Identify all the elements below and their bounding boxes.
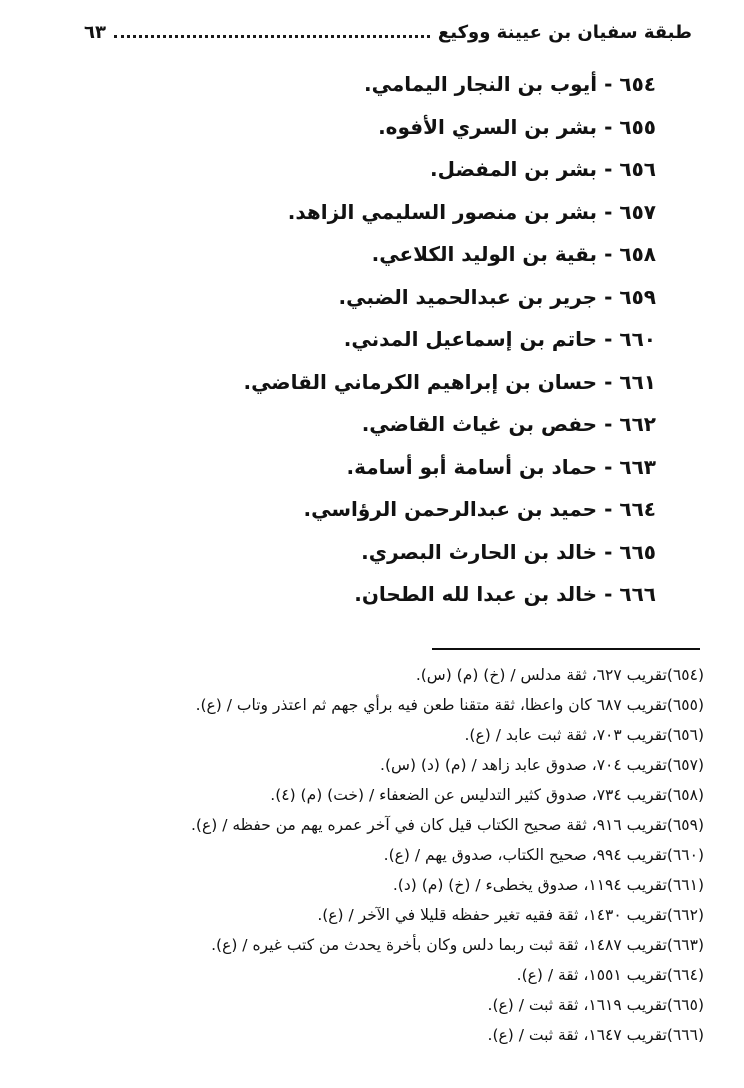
list-item: ٦٦٢-حفص بن غياث القاضي. — [40, 412, 656, 437]
entry-name: حسان بن إبراهيم الكرماني القاضي. — [243, 369, 598, 394]
footnote-line: (٦٥٨)تقريب ٧٣٤، صدوق كثير التدليس عن الض… — [14, 780, 704, 810]
entry-name: حاتم بن إسماعيل المدني. — [343, 327, 598, 351]
entry-number: ٦٥٧ — [619, 199, 656, 224]
footnote-text: تقريب ٦٢٧، ثقة مدلس / (خ) (م) (س). — [415, 666, 667, 684]
entry-dash: - — [604, 157, 613, 181]
footnote-line: (٦٦٣)تقريب ١٤٨٧، ثقة ثبت ربما دلس وكان ب… — [14, 930, 704, 960]
entry-number: ٦٦٤ — [619, 497, 656, 521]
footnote-text: تقريب ١٥٥١، ثقة / (ع). — [516, 966, 667, 984]
list-item: ٦٥٧-بشر بن منصور السليمي الزاهد. — [40, 200, 656, 225]
footnote-line: (٦٦٥)تقريب ١٦١٩، ثقة ثبت / (ع). — [14, 990, 704, 1020]
list-item: ٦٥٨-بقية بن الوليد الكلاعي. — [40, 242, 656, 267]
list-item: ٦٥٥-بشر بن السري الأفوه. — [40, 115, 656, 140]
footnote-ref: (٦٦٦) — [666, 1026, 704, 1044]
footnote-ref: (٦٦٠) — [666, 846, 704, 864]
footnote-text: تقريب ١٦٤٧، ثقة ثبت / (ع). — [487, 1026, 667, 1044]
footnote-ref: (٦٥٥) — [666, 696, 704, 714]
entry-dash: - — [604, 497, 613, 521]
entry-number: ٦٥٦ — [619, 157, 656, 181]
list-item: ٦٦٤-حميد بن عبدالرحمن الرؤاسي. — [40, 497, 656, 522]
footnote-ref: (٦٦٣) — [666, 936, 704, 954]
footnote-line: (٦٦٤)تقريب ١٥٥١، ثقة / (ع). — [14, 960, 704, 990]
footnote-ref: (٦٥٦) — [666, 726, 704, 744]
footnote-ref: (٦٦٤) — [666, 966, 704, 984]
list-item: ٦٦٥-خالد بن الحارث البصري. — [40, 540, 656, 565]
entry-dash: - — [604, 242, 613, 266]
entry-name: بشر بن السري الأفوه. — [378, 114, 598, 139]
footnote-line: (٦٥٥)تقريب ٦٨٧ كان واعظا، ثقة متقنا طعن … — [14, 690, 704, 720]
entry-number: ٦٦٢ — [619, 412, 656, 436]
entry-name: حفص بن غياث القاضي. — [361, 412, 598, 436]
list-item: ٦٥٩-جرير بن عبدالحميد الضبي. — [40, 284, 657, 310]
entry-name: أيوب بن النجار اليمامي. — [364, 72, 598, 96]
entry-dash: - — [604, 582, 613, 606]
list-item: ٦٦٦-خالد بن عبدا لله الطحان. — [40, 582, 656, 607]
footnote-ref: (٦٥٤) — [666, 666, 704, 684]
entry-number: ٦٦٦ — [619, 582, 656, 606]
entry-number: ٦٦٥ — [619, 539, 656, 564]
entry-name: حماد بن أسامة أبو أسامة. — [346, 454, 598, 479]
entry-dash: - — [604, 199, 613, 224]
entry-name: بشر بن منصور السليمي الزاهد. — [287, 199, 598, 224]
entry-name: خالد بن الحارث البصري. — [361, 539, 598, 564]
footnote-text: تقريب ١١٩٤، صدوق يخطىء / (خ) (م) (د). — [392, 876, 667, 894]
footnote-ref: (٦٥٨) — [666, 786, 704, 804]
footnote-text: تقريب ٩١٦، ثقة صحيح الكتاب قيل كان في آخ… — [191, 816, 667, 834]
entry-number: ٦٥٨ — [619, 242, 656, 266]
footnote-line: (٦٦١)تقريب ١١٩٤، صدوق يخطىء / (خ) (م) (د… — [14, 870, 704, 900]
entry-number: ٦٥٥ — [619, 114, 656, 139]
entry-dash: - — [604, 539, 613, 564]
footnote-text: تقريب ١٤٨٧، ثقة ثبت ربما دلس وكان بأخرة … — [211, 936, 667, 954]
page-number: ٦٣ — [84, 22, 106, 43]
footnote-line: (٦٦٢)تقريب ١٤٣٠، ثقة فقيه تغير حفظه قليل… — [14, 900, 704, 930]
footnote-text: تقريب ٧٠٣، ثقة ثبت عابد / (ع). — [464, 726, 667, 744]
footnotes-section: (٦٥٤)تقريب ٦٢٧، ثقة مدلس / (خ) (م) (س). … — [14, 660, 704, 1050]
dotted-leader — [113, 35, 430, 38]
chapter-title: طبقة سفيان بن عيينة ووكيع — [437, 22, 692, 43]
footnote-text: تقريب ٩٩٤، صحيح الكتاب، صدوق يهم / (ع). — [383, 846, 667, 864]
footnote-ref: (٦٦٥) — [666, 996, 704, 1014]
list-item: ٦٦٣-حماد بن أسامة أبو أسامة. — [40, 455, 656, 480]
entry-number: ٦٦١ — [619, 369, 656, 394]
footnote-ref: (٦٦١) — [666, 876, 704, 894]
list-item: ٦٦١-حسان بن إبراهيم الكرماني القاضي. — [40, 370, 656, 395]
entry-dash: - — [604, 284, 613, 309]
footnote-line: (٦٦٠)تقريب ٩٩٤، صحيح الكتاب، صدوق يهم / … — [14, 840, 704, 870]
footnote-ref: (٦٥٧) — [666, 756, 704, 774]
footnote-line: (٦٦٦)تقريب ١٦٤٧، ثقة ثبت / (ع). — [14, 1020, 704, 1050]
footnote-text: تقريب ٧٠٤، صدوق عابد زاهد / (م) (د) (س). — [380, 756, 667, 774]
entry-number: ٦٦٣ — [619, 454, 656, 479]
entry-dash: - — [604, 72, 613, 96]
footnote-line: (٦٥٩)تقريب ٩١٦، ثقة صحيح الكتاب قيل كان … — [14, 810, 704, 840]
footnote-line: (٦٥٧)تقريب ٧٠٤، صدوق عابد زاهد / (م) (د)… — [14, 750, 704, 780]
footnote-ref: (٦٦٢) — [666, 906, 704, 924]
footnote-ref: (٦٥٩) — [666, 816, 704, 834]
entry-number: ٦٦٠ — [619, 327, 656, 351]
entry-dash: - — [604, 412, 613, 436]
entry-name: بشر بن المفضل. — [430, 157, 598, 181]
footnote-text: تقريب ١٤٣٠، ثقة فقيه تغير حفظه قليلا في … — [317, 906, 667, 924]
footnote-text: تقريب ٦٨٧ كان واعظا، ثقة متقنا طعن فيه ب… — [195, 696, 667, 714]
entry-name: جرير بن عبدالحميد الضبي. — [338, 284, 598, 309]
page-header: طبقة سفيان بن عيينة ووكيع ٦٣ — [84, 22, 692, 43]
entry-name: حميد بن عبدالرحمن الرؤاسي. — [303, 497, 598, 521]
entry-dash: - — [604, 114, 613, 139]
entries-list: ٦٥٤-أيوب بن النجار اليمامي. ٦٥٥-بشر بن ا… — [40, 72, 656, 625]
entry-number: ٦٥٩ — [619, 284, 656, 309]
footnote-text: تقريب ٧٣٤، صدوق كثير التدليس عن الضعفاء … — [270, 786, 667, 804]
footnote-line: (٦٥٤)تقريب ٦٢٧، ثقة مدلس / (خ) (م) (س). — [14, 660, 704, 690]
footnote-divider — [432, 648, 700, 650]
footnote-text: تقريب ١٦١٩، ثقة ثبت / (ع). — [487, 996, 667, 1014]
entry-name: بقية بن الوليد الكلاعي. — [371, 242, 598, 266]
list-item: ٦٥٦-بشر بن المفضل. — [40, 157, 656, 182]
list-item: ٦٦٠-حاتم بن إسماعيل المدني. — [40, 327, 656, 352]
entry-dash: - — [604, 454, 613, 479]
footnote-line: (٦٥٦)تقريب ٧٠٣، ثقة ثبت عابد / (ع). — [14, 720, 705, 750]
entry-name: خالد بن عبدا لله الطحان. — [354, 582, 598, 606]
list-item: ٦٥٤-أيوب بن النجار اليمامي. — [40, 72, 656, 97]
entry-dash: - — [604, 369, 613, 394]
entry-dash: - — [604, 327, 613, 351]
entry-number: ٦٥٤ — [619, 72, 656, 96]
